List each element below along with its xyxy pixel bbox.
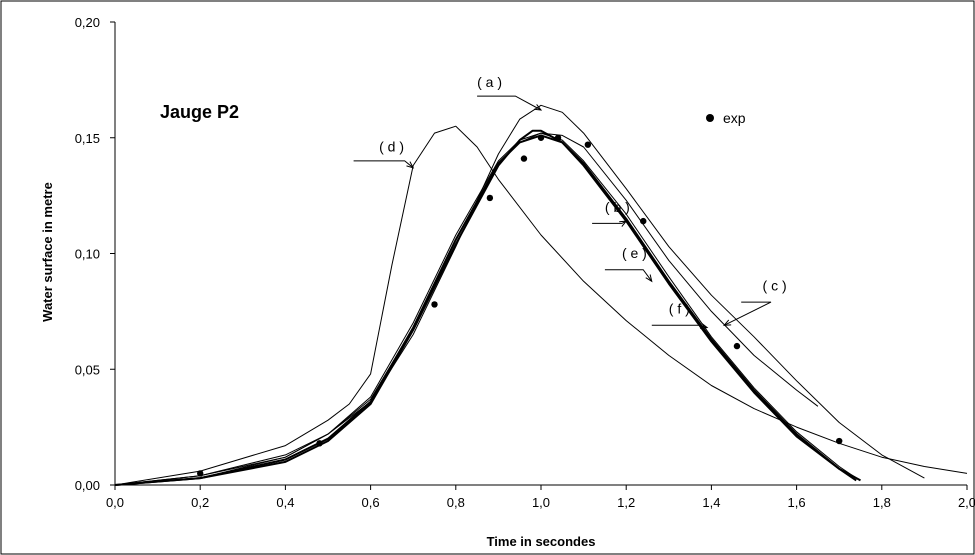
y-tick-label: 0,05 bbox=[75, 362, 100, 377]
y-tick-label: 0,10 bbox=[75, 247, 100, 262]
arrow-head bbox=[533, 104, 543, 111]
series-points bbox=[197, 134, 843, 477]
curve-label: ( b ) bbox=[605, 199, 630, 215]
arrow-head bbox=[619, 220, 628, 227]
x-axis-title: Time in secondes bbox=[487, 534, 596, 549]
series-line bbox=[114, 104, 925, 486]
x-tick-label: 1,8 bbox=[873, 495, 891, 510]
data-point bbox=[316, 440, 323, 447]
annotations: ( a ) ( b ) ( c ) ( d ) ( e ) ( f ) bbox=[353, 74, 787, 330]
arrow-head bbox=[406, 161, 415, 169]
data-point bbox=[554, 134, 562, 141]
legend-marker-exp bbox=[706, 114, 714, 122]
data-point bbox=[640, 217, 647, 225]
leader-line bbox=[477, 95, 542, 111]
x-tick-label: 2,0 bbox=[958, 495, 975, 510]
leader-line bbox=[651, 324, 708, 329]
data-point bbox=[520, 155, 528, 162]
series-lines bbox=[114, 104, 968, 486]
curve-label: ( e ) bbox=[622, 245, 647, 261]
x-tick-label: 1,0 bbox=[532, 495, 550, 510]
data-point bbox=[584, 141, 592, 148]
y-axis-title: Water surface in metre bbox=[40, 182, 55, 322]
leader-line bbox=[604, 269, 653, 282]
data-point bbox=[733, 342, 741, 350]
arrow-head bbox=[700, 322, 709, 330]
y-tick-label: 0,15 bbox=[75, 131, 100, 146]
arrow-head bbox=[723, 319, 732, 326]
x-tick-label: 0,8 bbox=[447, 495, 465, 510]
data-point bbox=[431, 301, 438, 308]
leader-line bbox=[353, 160, 414, 169]
data-point bbox=[836, 437, 843, 445]
series-line bbox=[114, 132, 819, 486]
curve-label: ( c ) bbox=[763, 278, 787, 294]
x-tick-label: 1,6 bbox=[788, 495, 806, 510]
curve-label: ( d ) bbox=[379, 139, 404, 155]
leader-line bbox=[592, 220, 627, 224]
x-tick-label: 0,2 bbox=[191, 495, 209, 510]
axes: 0,0 0,2 0,4 0,6 0,8 1,0 1,2 1,4 1,6 1,8 2,0 0,00 0,0… bbox=[75, 15, 975, 510]
data-point bbox=[486, 194, 494, 202]
legend-label-exp: exp bbox=[723, 110, 746, 126]
x-tick-label: 0,6 bbox=[362, 495, 380, 510]
series-line bbox=[114, 125, 968, 486]
y-tick-label: 0,20 bbox=[75, 15, 100, 30]
x-tick-label: 0,4 bbox=[276, 495, 294, 510]
y-tick-label: 0,00 bbox=[75, 478, 100, 493]
curve-label: ( f ) bbox=[669, 301, 690, 317]
series-line bbox=[114, 129, 861, 486]
x-tick-label: 1,2 bbox=[617, 495, 635, 510]
data-point bbox=[197, 470, 204, 477]
data-point bbox=[537, 134, 545, 141]
leader-line bbox=[723, 301, 772, 326]
arrow-head bbox=[645, 274, 653, 283]
x-tick-label: 0,0 bbox=[106, 495, 124, 510]
panel-title: Jauge P2 bbox=[160, 102, 239, 122]
curve-label: ( a ) bbox=[477, 74, 502, 90]
x-tick-label: 1,4 bbox=[702, 495, 720, 510]
legend: exp bbox=[706, 110, 746, 126]
